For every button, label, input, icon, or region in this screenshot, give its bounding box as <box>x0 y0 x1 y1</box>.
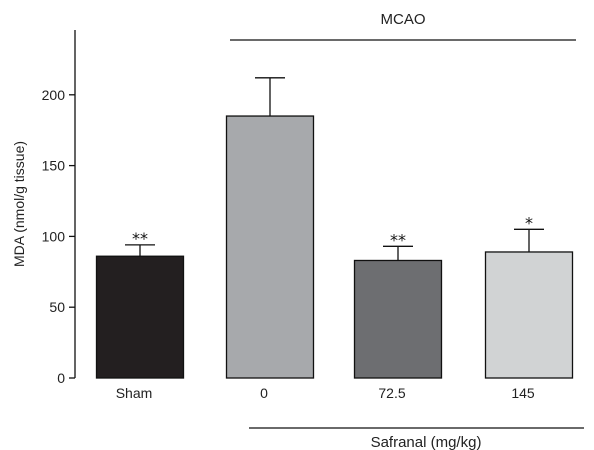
mcao-label: MCAO <box>381 11 426 28</box>
x-axis-tick-labels: Sham 0 72.5 145 <box>116 385 535 401</box>
x-tick-label: 0 <box>260 385 268 401</box>
bar-4 <box>484 251 574 379</box>
y-tick-label: 0 <box>57 370 65 386</box>
significance-marker: ** <box>132 229 148 248</box>
x-tick-label: 72.5 <box>378 385 405 401</box>
y-axis-label: MDA (nmol/g tissue) <box>11 141 27 267</box>
bar-3 <box>353 259 443 379</box>
significance-marker: * <box>525 213 533 232</box>
y-tick-label: 50 <box>49 299 65 315</box>
bars: ** *** <box>95 77 574 379</box>
y-axis-ticks: 0 50 100 150 200 <box>42 87 75 386</box>
safranal-label: Safranal (mg/kg) <box>371 434 482 450</box>
bar-1 <box>95 255 185 379</box>
significance-marker: ** <box>390 230 406 249</box>
y-tick-label: 200 <box>42 87 66 103</box>
bar-2 <box>225 115 315 379</box>
y-tick-label: 150 <box>42 158 66 174</box>
x-tick-label: 145 <box>511 385 535 401</box>
y-tick-label: 100 <box>42 228 66 244</box>
x-tick-label: Sham <box>116 385 153 401</box>
